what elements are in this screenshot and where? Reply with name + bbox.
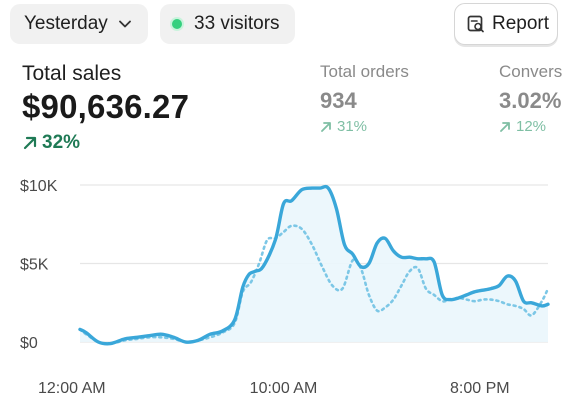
report-button-label: Report [492,13,550,34]
total-orders-delta: 31% [320,118,409,135]
conversion-delta-value: 12% [516,118,547,135]
y-tick-label: $10K [20,178,58,195]
sales-series-line [78,184,550,346]
conversion-delta: 12% [499,118,562,135]
report-button[interactable]: Report [454,3,558,45]
arrow-up-right-icon [321,121,331,132]
conversion-label: Convers [499,62,562,81]
total-orders-delta-value: 31% [337,118,368,135]
live-visitors-badge[interactable]: 33 visitors [160,4,295,44]
total-sales-delta-value: 32% [42,132,81,153]
report-search-icon [467,15,484,33]
sales-line-chart[interactable]: $0 $5K $10K 12:00 AM 10:00 AM 8:00 PM [0,170,562,416]
date-range-selector[interactable]: Yesterday [10,4,148,44]
visitors-count: 33 visitors [194,13,280,34]
y-tick-label: $0 [20,335,38,352]
total-orders-label: Total orders [320,62,409,81]
conversion-value: 3.02% [499,88,562,113]
arrow-up-right-icon [23,136,37,150]
total-sales-delta: 32% [22,132,189,154]
x-tick-label: 8:00 PM [450,380,510,397]
sales-area-fill [80,186,548,344]
y-tick-label: $5K [20,257,49,274]
online-dot-icon [172,19,182,29]
conversion-metric[interactable]: Convers 3.02% 12% [499,62,562,135]
x-tick-label: 12:00 AM [38,380,106,397]
arrow-up-right-icon [500,121,510,132]
total-sales-value: $90,636.27 [22,88,190,125]
date-range-label: Yesterday [24,13,108,34]
total-orders-value: 934 [320,88,357,113]
total-sales-metric[interactable]: Total sales $90,636.27 32% [22,62,189,154]
total-orders-metric[interactable]: Total orders 934 31% [320,62,409,135]
total-sales-label: Total sales [22,62,122,85]
chevron-down-icon [118,20,131,28]
x-tick-label: 10:00 AM [250,380,318,397]
